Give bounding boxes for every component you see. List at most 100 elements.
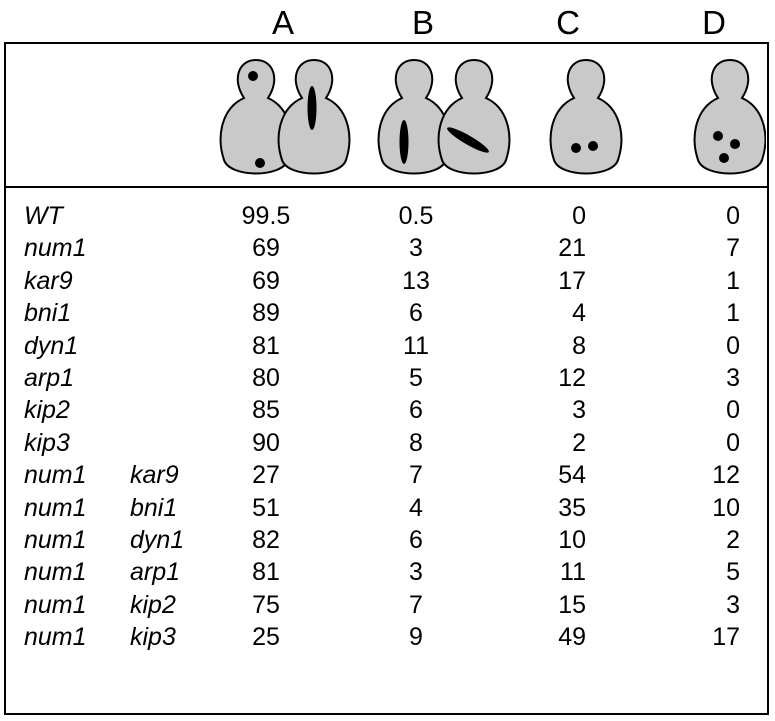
nucleus-dot [730,139,740,149]
table-row: bni1 89 6 4 1 [6,297,767,329]
cell-diagram-c [549,58,623,175]
value-c: 2 [572,428,586,457]
value-d: 10 [712,493,740,522]
column-header-b: B [411,4,434,41]
genotype-primary: num1 [24,558,87,587]
nucleus-dot [571,143,581,153]
genotype-primary: WT [24,202,63,230]
genotype-primary: num1 [24,590,87,619]
value-b: 7 [409,461,423,490]
value-c: 12 [558,364,586,392]
table-row: num1 69 3 21 7 [6,232,767,264]
cell-diagram-a1 [219,58,293,175]
value-b: 5 [409,364,423,392]
value-b: 13 [402,266,430,295]
genotype-primary: num1 [24,623,87,652]
value-d: 17 [712,623,740,652]
column-header-a: A [271,4,294,41]
table-row: dyn1 81 11 8 0 [6,330,767,362]
value-d: 3 [726,364,740,392]
nucleus-dot [719,153,729,163]
value-d: 0 [726,428,740,457]
value-c: 0 [572,202,586,230]
value-b: 9 [409,623,423,652]
table-row: num1 kip3 25 9 49 17 [6,621,767,653]
nucleus-dot [713,131,723,141]
value-c: 17 [558,266,586,295]
value-d: 2 [726,526,740,554]
genotype-primary: dyn1 [24,331,79,360]
value-a: 81 [252,558,280,587]
cell-diagram-a2 [277,58,351,175]
value-b: 6 [409,396,423,425]
genotype-secondary: dyn1 [130,526,185,554]
table-row: num1 arp1 81 3 11 5 [6,556,767,588]
table-row: WT 99.5 0.5 0 0 [6,200,767,232]
genotype-primary: kar9 [24,266,73,295]
value-b: 8 [409,428,423,457]
cell-diagram-d [693,58,766,175]
value-b: 3 [409,234,423,263]
value-a: 89 [252,299,280,328]
genotype-secondary: arp1 [130,558,181,587]
value-a: 51 [252,493,280,522]
genotype-primary: num1 [24,493,87,522]
genotype-primary: arp1 [24,364,75,392]
genotype-primary: kip3 [24,428,70,457]
genotype-secondary: kar9 [130,461,179,490]
spindle-mark [307,86,317,130]
column-header-c: C [556,4,580,41]
value-d: 1 [726,266,740,295]
value-d: 0 [726,202,740,230]
table-row: num1 kip2 75 7 15 3 [6,589,767,621]
value-a: 90 [252,428,280,457]
value-d: 7 [726,234,740,263]
value-d: 0 [726,331,740,360]
value-a: 81 [252,331,280,360]
value-c: 8 [572,331,586,360]
value-a: 25 [252,623,280,652]
table-row: num1 bni1 51 4 35 10 [6,492,767,524]
spindle-mark [399,120,409,164]
value-b: 0.5 [398,202,434,230]
value-c: 11 [560,558,586,587]
genotype-secondary: kip3 [130,623,176,652]
genotype-primary: kip2 [24,396,70,425]
value-a: 75 [252,590,280,619]
value-b: 6 [409,526,423,554]
header-divider [6,186,767,188]
cell-illustrations [219,58,766,175]
value-c: 4 [572,299,586,328]
value-a: 82 [252,526,280,554]
value-c: 49 [558,623,586,652]
value-b: 11 [403,331,429,360]
nucleus-dot [255,158,265,168]
value-a: 85 [252,396,280,425]
value-c: 54 [558,461,586,490]
value-d: 5 [726,558,740,587]
table-row: num1 dyn1 82 6 10 2 [6,524,767,556]
genotype-primary: num1 [24,234,87,263]
cell-diagram-b1 [377,58,451,175]
value-b: 7 [409,590,423,619]
value-a: 69 [252,234,280,263]
value-c: 3 [572,396,586,425]
value-a: 69 [252,266,280,295]
column-header-d: D [702,4,726,41]
table-row: kip3 90 8 2 0 [6,427,767,459]
table-row: num1 kar9 27 7 54 12 [6,459,767,491]
table-row: kar9 69 13 17 1 [6,265,767,297]
value-c: 10 [558,526,586,554]
nucleus-dot [588,141,598,151]
table-row: arp1 80 5 12 3 [6,362,767,394]
value-d: 1 [726,299,740,328]
value-a: 80 [252,364,280,392]
table-row: kip2 85 6 3 0 [6,394,767,426]
spindle-mark [447,127,489,153]
value-c: 21 [558,234,586,263]
genotype-primary: num1 [24,526,87,554]
value-c: 35 [558,493,586,522]
value-a: 27 [252,461,280,490]
cell-diagram-b2 [437,58,511,175]
value-c: 15 [558,590,586,619]
